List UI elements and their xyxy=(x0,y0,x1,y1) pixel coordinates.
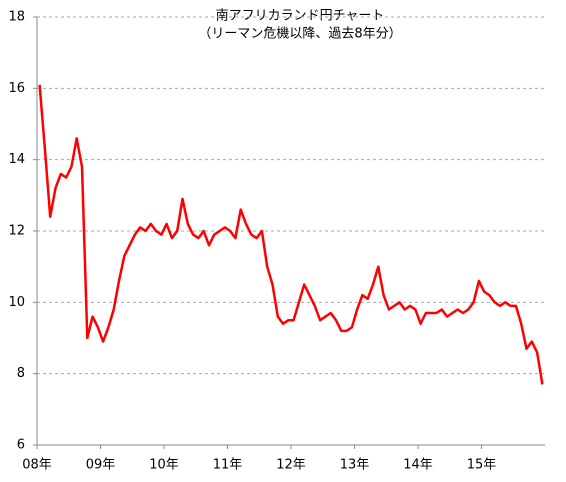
y-tick-label: 6 xyxy=(17,438,25,453)
y-tick-label: 12 xyxy=(8,224,25,239)
y-tick-label: 14 xyxy=(8,152,25,167)
y-tick-label: 18 xyxy=(8,10,25,25)
line xyxy=(38,84,544,385)
x-tick-label: 08年 xyxy=(22,458,52,473)
y-tick-label: 10 xyxy=(8,295,25,310)
x-tick-label: 10年 xyxy=(149,458,179,473)
x-tick-label: 15年 xyxy=(467,458,497,473)
y-tick-label: 16 xyxy=(8,81,25,96)
x-tick-label: 09年 xyxy=(86,458,116,473)
chart-subtitle: （リーマン危機以降、過去8年分） xyxy=(198,27,401,42)
y-tick-label: 8 xyxy=(17,366,25,381)
x-tick-label: 13年 xyxy=(340,458,370,473)
x-tick-label: 12年 xyxy=(276,458,306,473)
chart-title: 南アフリカランド円チャート xyxy=(216,8,385,24)
x-tick-label: 11年 xyxy=(213,458,243,473)
x-tick-label: 14年 xyxy=(403,458,433,473)
